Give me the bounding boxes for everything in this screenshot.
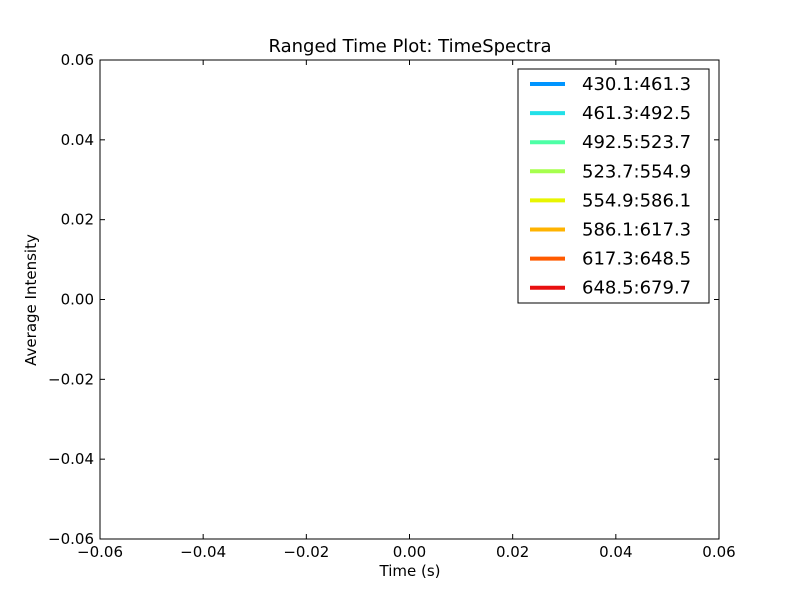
x-tick-label: −0.06 xyxy=(77,543,123,561)
x-axis: −0.06 −0.04 −0.02 0.00 0.02 0.04 0.06 xyxy=(77,60,736,561)
y-tick-label: 0.04 xyxy=(61,131,94,149)
legend: 430.1:461.3 461.3:492.5 492.5:523.7 523.7:5… xyxy=(517,68,710,304)
legend-entry: 461.3:492.5 xyxy=(530,103,691,124)
y-tick-label: 0.06 xyxy=(61,51,94,69)
y-tick-label: −0.06 xyxy=(48,530,94,548)
legend-entry: 648.5:679.7 xyxy=(530,278,691,299)
legend-label: 430.1:461.3 xyxy=(582,74,691,95)
legend-label: 586.1:617.3 xyxy=(582,220,691,241)
x-tick-label: −0.04 xyxy=(180,543,226,561)
legend-label: 554.9:586.1 xyxy=(582,190,691,211)
y-axis: −0.06 −0.04 −0.02 0.00 0.02 0.04 0.06 xyxy=(48,51,719,548)
legend-entry: 586.1:617.3 xyxy=(530,220,691,241)
x-axis-label: Time (s) xyxy=(379,562,441,580)
legend-entry: 617.3:648.5 xyxy=(530,249,691,270)
legend-entry: 554.9:586.1 xyxy=(530,190,691,211)
legend-label: 617.3:648.5 xyxy=(582,249,691,270)
y-axis-label: Average Intensity xyxy=(22,234,40,366)
legend-label: 523.7:554.9 xyxy=(582,161,691,182)
x-tick-label: 0.04 xyxy=(599,543,632,561)
x-tick-label: 0.02 xyxy=(496,543,529,561)
x-tick-label: 0.06 xyxy=(702,543,735,561)
legend-entry: 492.5:523.7 xyxy=(530,132,691,153)
y-tick-label: −0.04 xyxy=(48,450,94,468)
y-tick-label: 0.02 xyxy=(61,211,94,229)
x-tick-label: −0.02 xyxy=(283,543,329,561)
chart-title: Ranged Time Plot: TimeSpectra xyxy=(268,36,551,57)
legend-label: 492.5:523.7 xyxy=(582,132,691,153)
y-tick-label: −0.02 xyxy=(48,370,94,388)
legend-label: 648.5:679.7 xyxy=(582,278,691,299)
y-tick-label: 0.00 xyxy=(61,291,94,309)
x-tick-label: 0.00 xyxy=(393,543,426,561)
legend-entry: 523.7:554.9 xyxy=(530,161,691,182)
legend-box xyxy=(517,68,710,304)
legend-entry: 430.1:461.3 xyxy=(530,74,691,95)
legend-label: 461.3:492.5 xyxy=(582,103,691,124)
